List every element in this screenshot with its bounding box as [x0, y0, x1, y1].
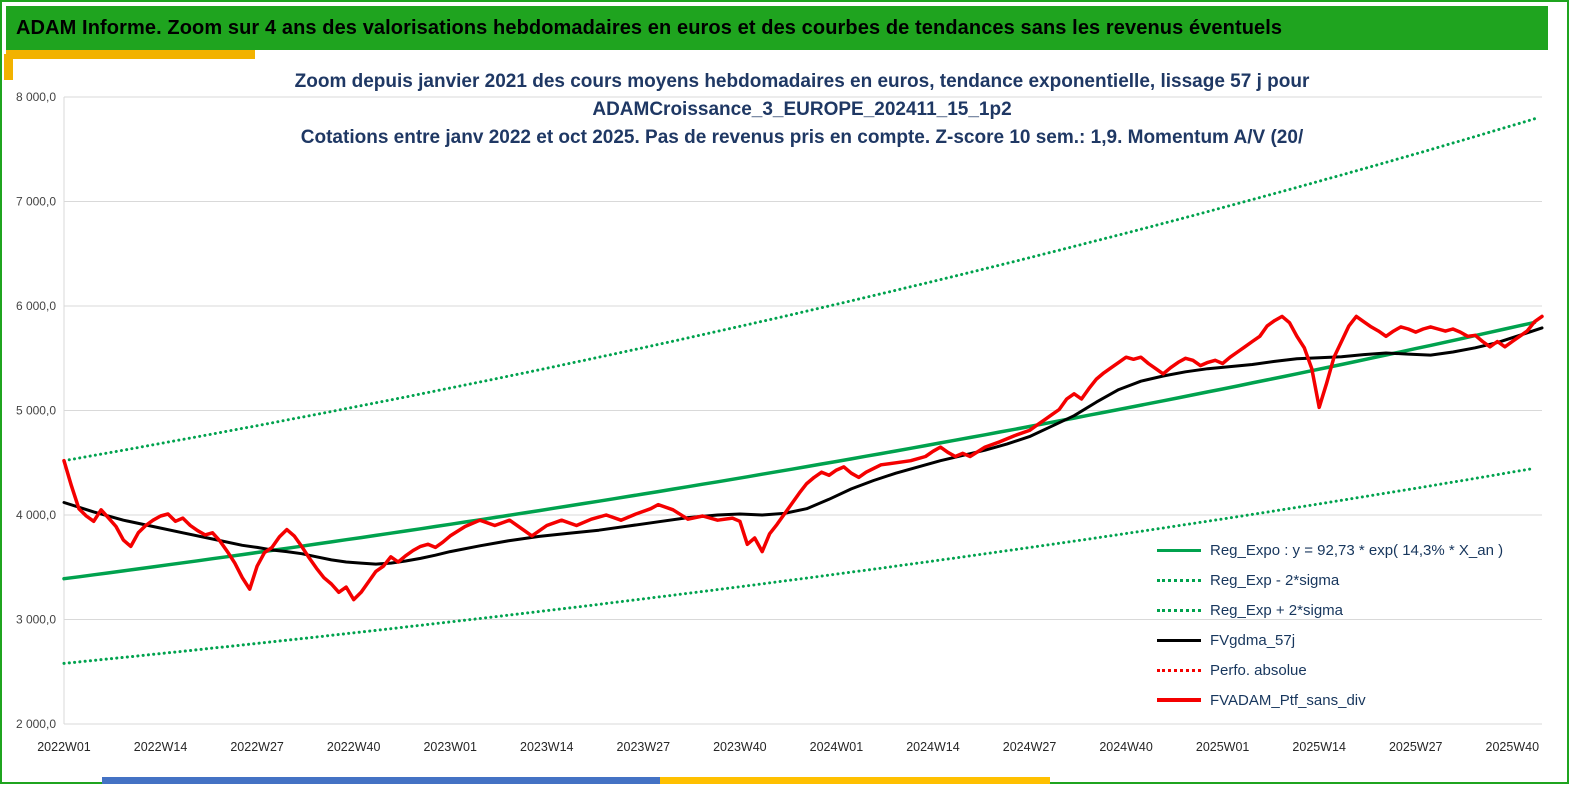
x-axis-tick-label: 2022W40 [327, 740, 381, 754]
x-axis-labels: 2022W01 2022W14 2022W27 2022W40 2023W01 2023W… [37, 740, 1539, 754]
chart-title-line-2: ADAMCroissance_3_EUROPE_202411_15_1p2 [592, 99, 1012, 120]
legend-label-reg-expo: Reg_Expo : y = 92,73 * exp( 14,3% * X_an… [1210, 541, 1504, 559]
x-axis-tick-label: 2025W01 [1196, 740, 1250, 754]
legend-line-sample-fvadam-icon [1157, 698, 1201, 702]
x-axis-tick-label: 2024W27 [1003, 740, 1057, 754]
y-axis-tick-label: 8 000,0 [16, 90, 56, 104]
series-fvadam [62, 314, 1544, 602]
legend-line-sample-reg-exp-minus-icon [1157, 578, 1201, 582]
y-axis-tick-label: 2 000,0 [16, 717, 56, 731]
gold-accent-strip-top-left [6, 50, 255, 59]
y-axis-tick-label: 5 000,0 [16, 404, 56, 418]
x-axis-tick-label: 2023W27 [617, 740, 671, 754]
legend-line-sample-perfo-icon [1157, 668, 1201, 672]
x-axis-tick-label: 2023W14 [520, 740, 574, 754]
legend-item-fvadam-ptf-sans-div: FVADAM_Ptf_sans_div [1157, 685, 1547, 715]
bottom-accent-strip-blue [102, 777, 660, 784]
legend-item-reg-exp-plus-2sigma: Reg_Exp + 2*sigma [1157, 595, 1547, 625]
header-title: ADAM Informe. Zoom sur 4 ans des valoris… [16, 16, 1283, 39]
legend-label-perfo: Perfo. absolue [1210, 661, 1307, 679]
x-axis-tick-label: 2024W01 [810, 740, 864, 754]
bottom-accent-strip-gold [660, 777, 1050, 784]
header-banner: ADAM Informe. Zoom sur 4 ans des valoris… [6, 6, 1548, 50]
y-axis-tick-label: 3 000,0 [16, 613, 56, 627]
series-fvgdma [62, 326, 1544, 566]
legend-item-fvgdma-57j: FVgdma_57j [1157, 625, 1547, 655]
series-reg-minus [62, 466, 1537, 665]
y-axis-tick-label: 6 000,0 [16, 299, 56, 313]
y-axis-tick-label: 4 000,0 [16, 508, 56, 522]
legend-label-fvadam: FVADAM_Ptf_sans_div [1210, 691, 1366, 709]
x-axis-tick-label: 2024W40 [1099, 740, 1153, 754]
x-axis-tick-label: 2022W01 [37, 740, 91, 754]
x-axis-tick-label: 2022W14 [134, 740, 188, 754]
x-axis-tick-label: 2023W01 [423, 740, 477, 754]
gridlines [63, 96, 1542, 725]
series-reg-plus [62, 117, 1537, 463]
chart-title-line-3: Cotations entre janv 2022 et oct 2025. P… [300, 127, 1304, 148]
legend-line-sample-fvgdma-icon [1157, 638, 1201, 642]
legend-label-fvgdma: FVgdma_57j [1210, 631, 1296, 649]
x-axis-tick-label: 2024W14 [906, 740, 960, 754]
legend-line-sample-reg-expo-icon [1157, 548, 1201, 552]
chart-title-line-1: Zoom depuis janvier 2021 des cours moyen… [294, 71, 1310, 92]
gold-accent-strip-left-edge [4, 54, 13, 80]
x-axis-tick-label: 2025W14 [1292, 740, 1346, 754]
legend-item-reg-expo: Reg_Expo : y = 92,73 * exp( 14,3% * X_an… [1157, 535, 1547, 565]
x-axis-tick-label: 2022W27 [230, 740, 284, 754]
x-axis-tick-label: 2025W40 [1486, 740, 1540, 754]
y-axis-tick-label: 7 000,0 [16, 195, 56, 209]
x-axis-tick-label: 2025W27 [1389, 740, 1443, 754]
x-axis-tick-label: 2023W40 [713, 740, 767, 754]
series-reg-expo [62, 320, 1537, 581]
legend-label-reg-exp-minus: Reg_Exp - 2*sigma [1210, 571, 1340, 589]
legend-line-sample-reg-exp-plus-icon [1157, 608, 1201, 612]
legend-item-reg-exp-minus-2sigma: Reg_Exp - 2*sigma [1157, 565, 1547, 595]
y-axis-labels: 2 000,0 3 000,0 4 000,0 5 000,0 6 000,0 7 000… [16, 90, 56, 731]
legend-label-reg-exp-plus: Reg_Exp + 2*sigma [1210, 601, 1343, 619]
chart-legend: Reg_Expo : y = 92,73 * exp( 14,3% * X_an… [1157, 535, 1547, 715]
legend-item-perfo-absolue: Perfo. absolue [1157, 655, 1547, 685]
chart-title: Zoom depuis janvier 2021 des cours moyen… [62, 68, 1542, 152]
